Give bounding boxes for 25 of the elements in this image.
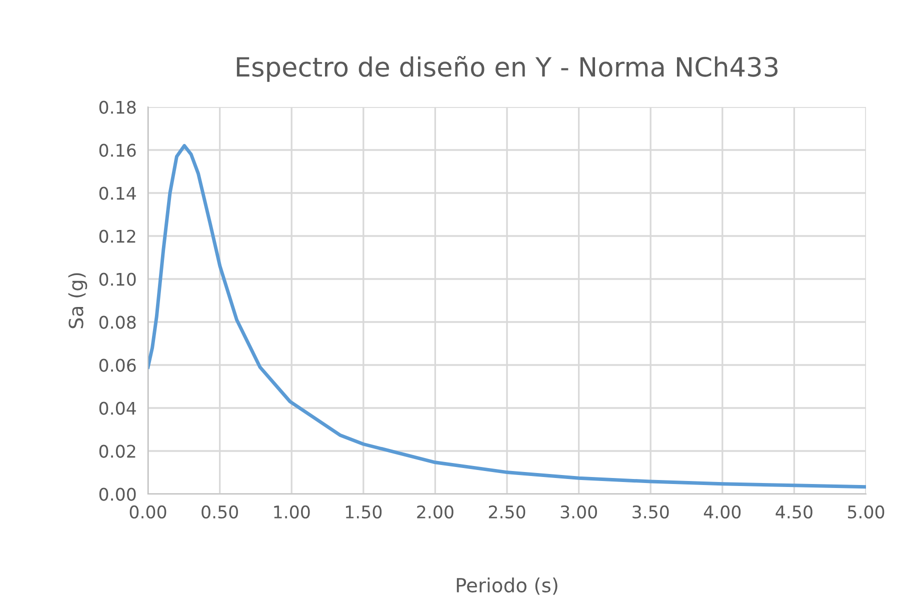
line-series [148, 144, 866, 489]
x-tick-label: 3.00 [560, 505, 597, 519]
x-tick-label: 0.00 [130, 505, 166, 519]
x-tick-label: 1.50 [346, 505, 382, 519]
x-tick-label: 0.50 [202, 505, 238, 519]
y-axis-title: Sa (g) [68, 273, 88, 328]
y-tick-label: 0.12 [99, 230, 136, 243]
x-tick-label: 2.50 [488, 505, 526, 519]
y-tick-label: 0.10 [99, 272, 136, 286]
y-tick-label: 0.04 [99, 402, 136, 415]
y-tick-label: 0.00 [99, 488, 136, 501]
y-tick-label: 0.14 [99, 186, 136, 200]
x-axis-title: Periodo (s) [456, 577, 558, 595]
y-tick-label: 0.08 [99, 316, 136, 329]
x-tick-label: 3.50 [632, 505, 669, 519]
x-tick-label: 1.00 [274, 505, 310, 519]
chart-title: Espectro de diseño en Y - Norma NCh433 [236, 56, 778, 82]
y-tick-label: 0.18 [99, 100, 136, 114]
x-tick-label: 5.00 [848, 505, 884, 519]
y-tick-label: 0.16 [99, 144, 136, 157]
x-tick-label: 2.00 [417, 505, 454, 519]
y-tick-label: 0.02 [99, 444, 136, 458]
y-tick-label: 0.06 [99, 358, 136, 372]
x-tick-label: 4.50 [776, 505, 812, 519]
x-tick-label: 4.00 [704, 505, 741, 519]
